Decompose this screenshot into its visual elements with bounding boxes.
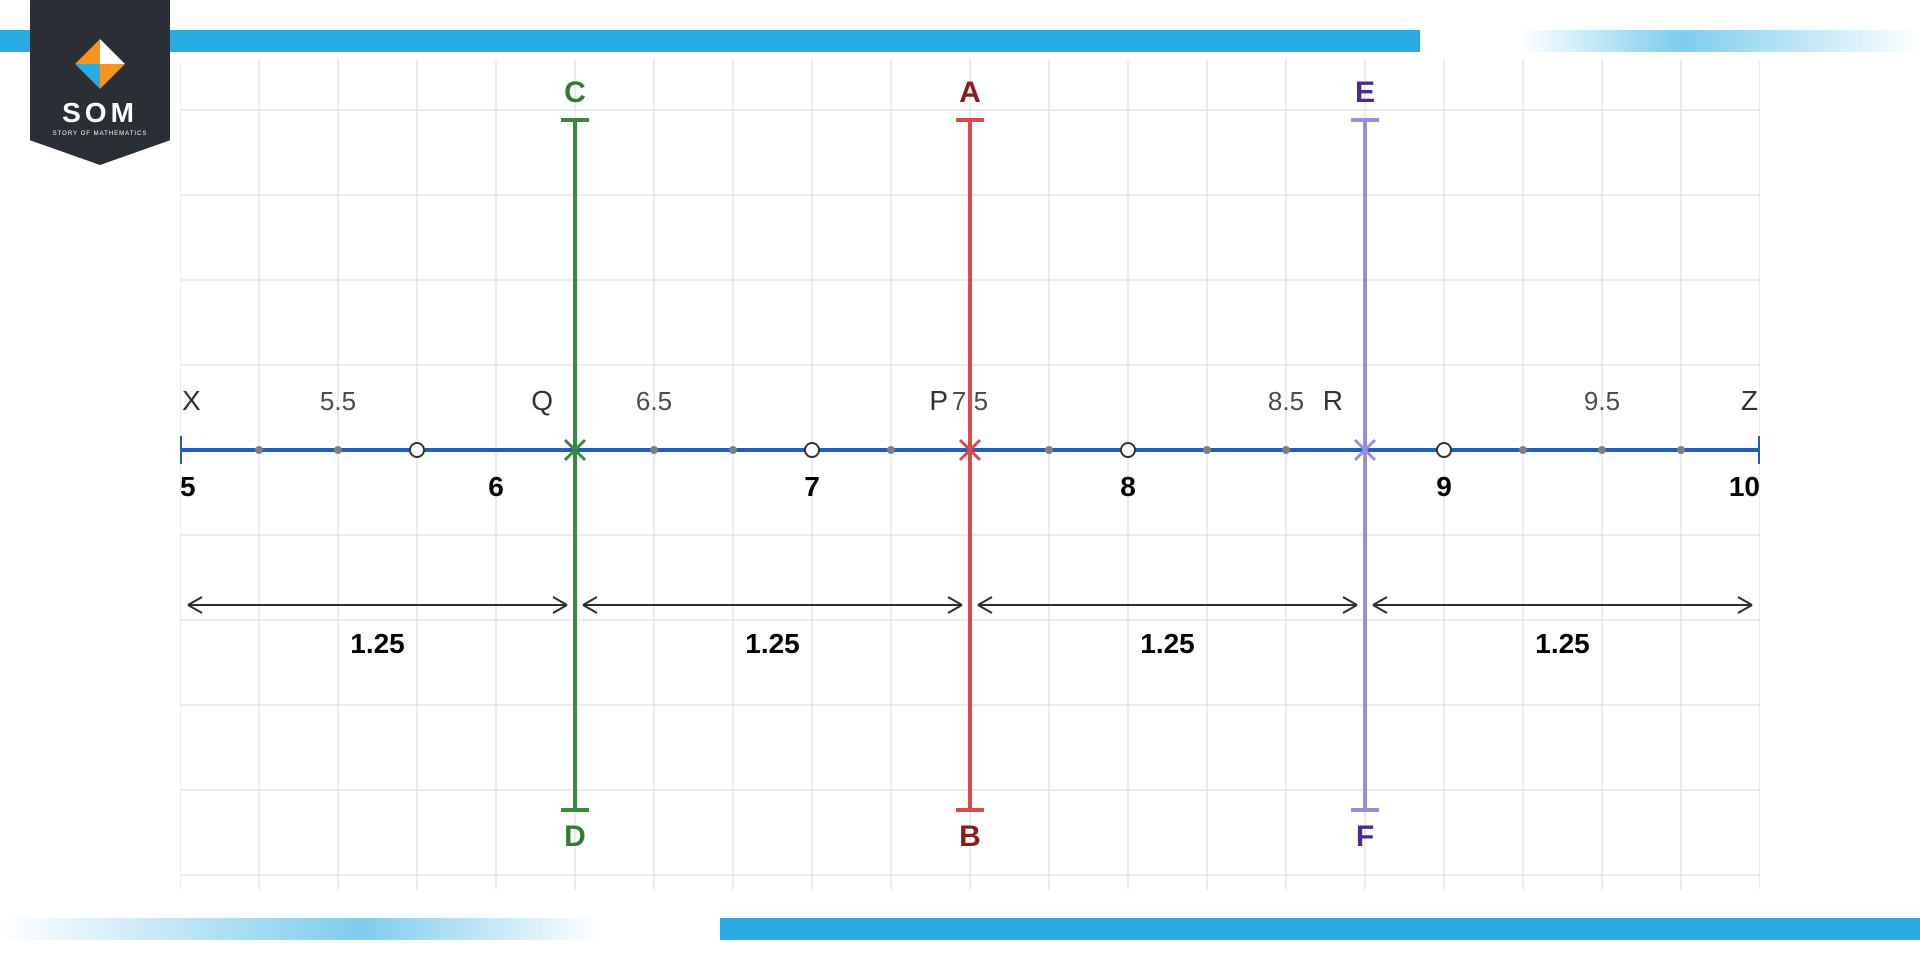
svg-text:Q: Q (531, 385, 553, 416)
svg-text:Z: Z (1741, 385, 1758, 416)
svg-text:5.5: 5.5 (320, 386, 356, 416)
svg-text:9: 9 (1436, 471, 1452, 502)
number-line-diagram: XZ56789105.56.57.58.59.5CDQABPEFR1.251.2… (180, 60, 1760, 890)
footer-bar-gradient (0, 918, 600, 940)
header-bar-gradient (1520, 30, 1920, 52)
svg-text:7: 7 (804, 471, 820, 502)
logo-badge: SOM STORY OF MATHEMATICS (30, 0, 170, 165)
svg-text:10: 10 (1729, 471, 1760, 502)
svg-text:X: X (182, 385, 201, 416)
logo-icon (75, 39, 125, 89)
svg-text:8.5: 8.5 (1268, 386, 1304, 416)
logo-text: SOM (62, 97, 138, 129)
header-bar (0, 30, 1920, 52)
footer-bar-solid (720, 918, 1920, 940)
svg-text:6: 6 (488, 471, 504, 502)
svg-text:1.25: 1.25 (350, 628, 405, 659)
svg-text:P: P (929, 385, 948, 416)
svg-text:5: 5 (180, 471, 196, 502)
svg-text:E: E (1355, 76, 1375, 109)
svg-text:8: 8 (1120, 471, 1136, 502)
svg-text:1.25: 1.25 (1535, 628, 1590, 659)
footer-bar (0, 918, 1920, 940)
svg-text:C: C (564, 76, 586, 109)
svg-text:F: F (1356, 820, 1374, 853)
svg-text:9.5: 9.5 (1584, 386, 1620, 416)
svg-text:R: R (1323, 385, 1343, 416)
header-bar-solid (0, 30, 1420, 52)
logo-subtext: STORY OF MATHEMATICS (53, 131, 148, 137)
svg-text:A: A (959, 76, 981, 109)
svg-text:B: B (959, 820, 981, 853)
svg-text:1.25: 1.25 (1140, 628, 1195, 659)
svg-text:D: D (564, 820, 586, 853)
svg-text:1.25: 1.25 (745, 628, 800, 659)
svg-text:6.5: 6.5 (636, 386, 672, 416)
